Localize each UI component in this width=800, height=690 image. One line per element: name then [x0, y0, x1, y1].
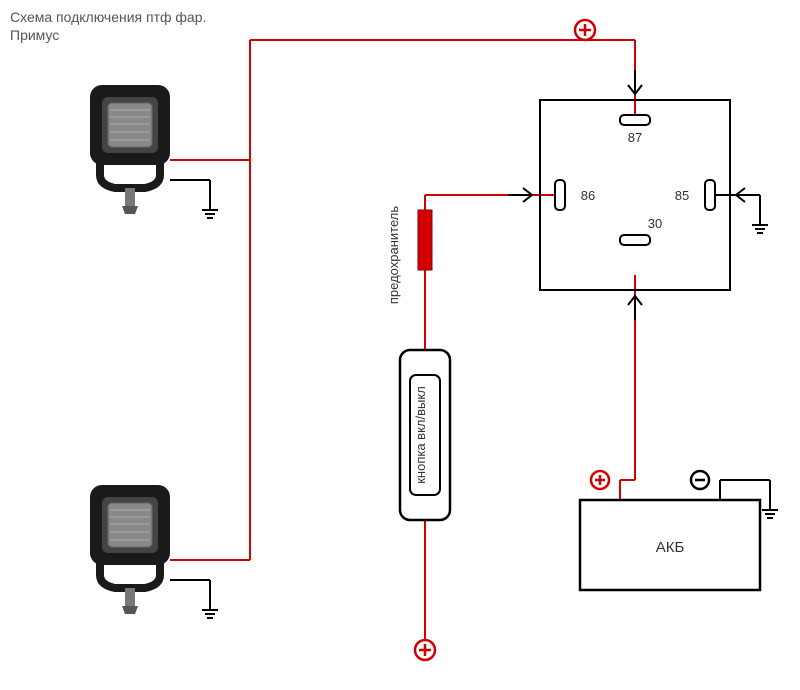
- ground-lamp2: [202, 610, 218, 618]
- battery-label: АКБ: [656, 539, 685, 556]
- relay-pin-87-label: 87: [628, 130, 642, 145]
- minus-symbol-battery: [691, 471, 709, 489]
- plus-symbol-bottom: [415, 640, 435, 660]
- ground-relay85: [752, 225, 768, 233]
- relay-pin-85-label: 85: [675, 188, 689, 203]
- fuse-label: предохранитель: [386, 206, 401, 304]
- plus-symbol-top: [575, 20, 595, 40]
- relay-pin-86-label: 86: [581, 188, 595, 203]
- ground-lamp1: [202, 210, 218, 218]
- fog-lamp-2: [90, 485, 180, 614]
- battery: АКБ: [580, 500, 760, 590]
- arrow-into-87: [628, 70, 642, 94]
- switch-label: кнопка вкл/выкл: [413, 386, 428, 484]
- ground-battery: [762, 510, 778, 518]
- arrow-into-85: [736, 188, 760, 202]
- relay-pin-30-label: 30: [648, 216, 662, 231]
- relay: 87 86 85 30: [540, 100, 730, 290]
- wiring-diagram: 87 86 85 30 АКБ кнопка вкл/выкл: [0, 0, 800, 690]
- fog-lamp-1: [90, 85, 180, 214]
- switch: кнопка вкл/выкл: [400, 350, 450, 520]
- arrow-into-30: [628, 296, 642, 320]
- plus-symbol-battery: [591, 471, 609, 489]
- arrow-into-86: [508, 188, 532, 202]
